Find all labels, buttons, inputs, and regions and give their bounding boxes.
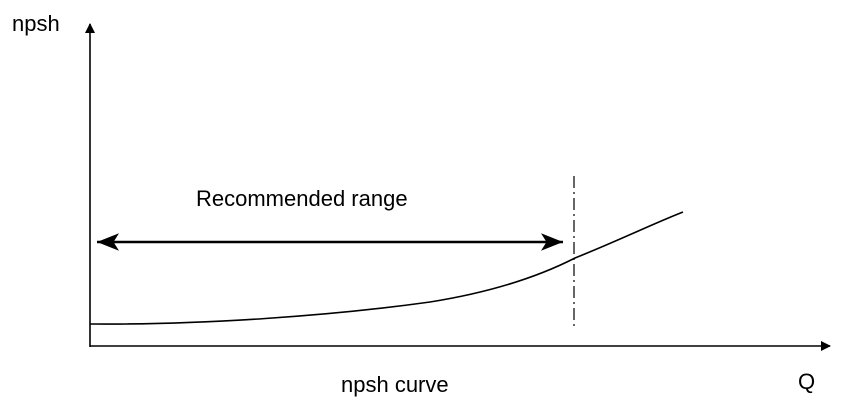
npsh-curve <box>89 211 684 325</box>
x-axis-label: Q <box>798 369 815 394</box>
diagram-caption: npsh curve <box>341 372 449 397</box>
y-axis-label: npsh <box>12 11 60 36</box>
range-label: Recommended range <box>196 186 408 211</box>
